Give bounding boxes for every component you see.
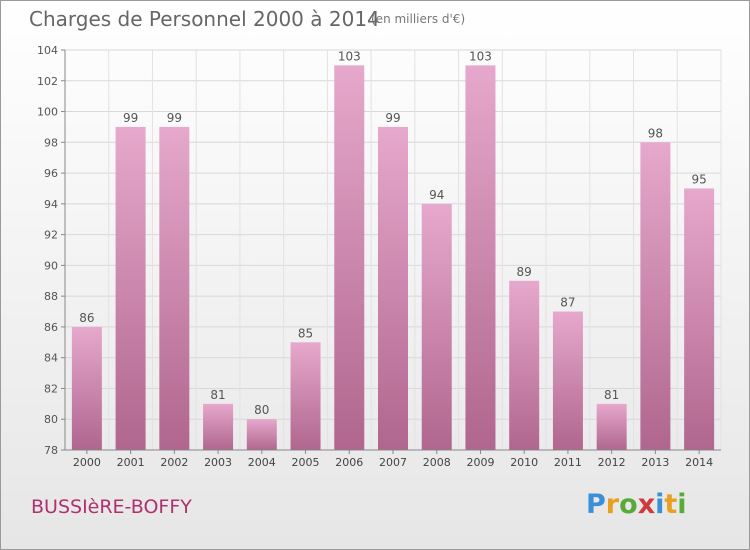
- bar: [552, 311, 583, 450]
- bar: [596, 403, 627, 450]
- x-tick-label: 2014: [685, 456, 713, 469]
- logo-letter: P: [586, 489, 606, 520]
- logo-letter: i: [677, 489, 687, 520]
- bar: [684, 188, 715, 450]
- y-tick-label: 92: [44, 229, 58, 242]
- x-tick-label: 2001: [117, 456, 145, 469]
- bar: [334, 65, 365, 450]
- y-tick-label: 104: [37, 44, 58, 57]
- y-tick-label: 94: [44, 198, 58, 211]
- y-tick-label: 86: [44, 321, 58, 334]
- bar-value-label: 80: [254, 403, 269, 417]
- y-tick-label: 80: [44, 413, 58, 426]
- x-tick-label: 2008: [423, 456, 451, 469]
- bar-value-label: 98: [648, 126, 663, 140]
- bar-layer: [71, 65, 715, 451]
- chart-subtitle: (en milliers d'€): [371, 12, 466, 26]
- bar-value-label: 89: [517, 265, 532, 279]
- bar-value-label: 81: [604, 388, 619, 402]
- bar-value-label: 99: [385, 111, 400, 125]
- y-tick-label: 102: [37, 75, 58, 88]
- x-tick-label: 2005: [292, 456, 320, 469]
- x-tick-label: 2009: [466, 456, 494, 469]
- x-tick-label: 2012: [598, 456, 626, 469]
- bar-value-label: 103: [338, 49, 361, 63]
- bar: [465, 65, 496, 450]
- logo-letter: x: [637, 489, 656, 520]
- bar-value-label: 85: [298, 326, 313, 340]
- bar: [203, 403, 234, 450]
- bar: [246, 419, 277, 450]
- bar: [640, 142, 671, 451]
- logo-letter: o: [619, 489, 638, 520]
- x-tick-label: 2007: [379, 456, 407, 469]
- bar: [159, 126, 190, 450]
- proxiti-logo: Proxiti: [586, 489, 687, 520]
- x-tick-label: 2013: [641, 456, 669, 469]
- label-layer: 86 99 99 81 80 85 103 99 94 103 89 87 81 98 95: [79, 49, 707, 417]
- bar-value-label: 81: [210, 388, 225, 402]
- bar: [290, 342, 321, 450]
- bar: [509, 280, 540, 450]
- bar: [378, 126, 408, 450]
- bar: [421, 203, 452, 450]
- axis-layer: 78 80 82 84 86 88 90 92 94 96 98 100 102 104 2000 2001 2…: [37, 44, 721, 469]
- bar-value-label: 103: [469, 49, 492, 63]
- y-tick-label: 98: [44, 136, 58, 149]
- x-tick-label: 2011: [554, 456, 582, 469]
- x-tick-label: 2004: [248, 456, 276, 469]
- bar: [115, 126, 146, 450]
- bar-value-label: 94: [429, 188, 444, 202]
- location-label: BUSSIèRE-BOFFY: [31, 496, 192, 518]
- logo-letter: i: [655, 489, 665, 520]
- x-tick-label: 2000: [73, 456, 101, 469]
- bar-value-label: 99: [167, 111, 182, 125]
- y-tick-label: 100: [37, 106, 58, 119]
- x-tick-label: 2006: [335, 456, 363, 469]
- y-tick-label: 78: [44, 444, 58, 457]
- bar-value-label: 86: [79, 311, 94, 325]
- x-tick-label: 2003: [204, 456, 232, 469]
- logo-letter: t: [664, 489, 678, 520]
- y-tick-label: 96: [44, 167, 58, 180]
- bar: [71, 326, 102, 450]
- bar-value-label: 99: [123, 111, 138, 125]
- x-tick-label: 2010: [510, 456, 538, 469]
- logo-letter: r: [605, 489, 620, 520]
- y-tick-label: 82: [44, 382, 58, 395]
- y-tick-label: 90: [44, 259, 58, 272]
- bar-value-label: 87: [560, 296, 575, 310]
- bar-value-label: 95: [691, 172, 706, 186]
- x-tick-label: 2002: [160, 456, 188, 469]
- y-tick-label: 84: [44, 352, 58, 365]
- chart-title: Charges de Personnel 2000 à 2014: [29, 7, 380, 31]
- y-tick-label: 88: [44, 290, 58, 303]
